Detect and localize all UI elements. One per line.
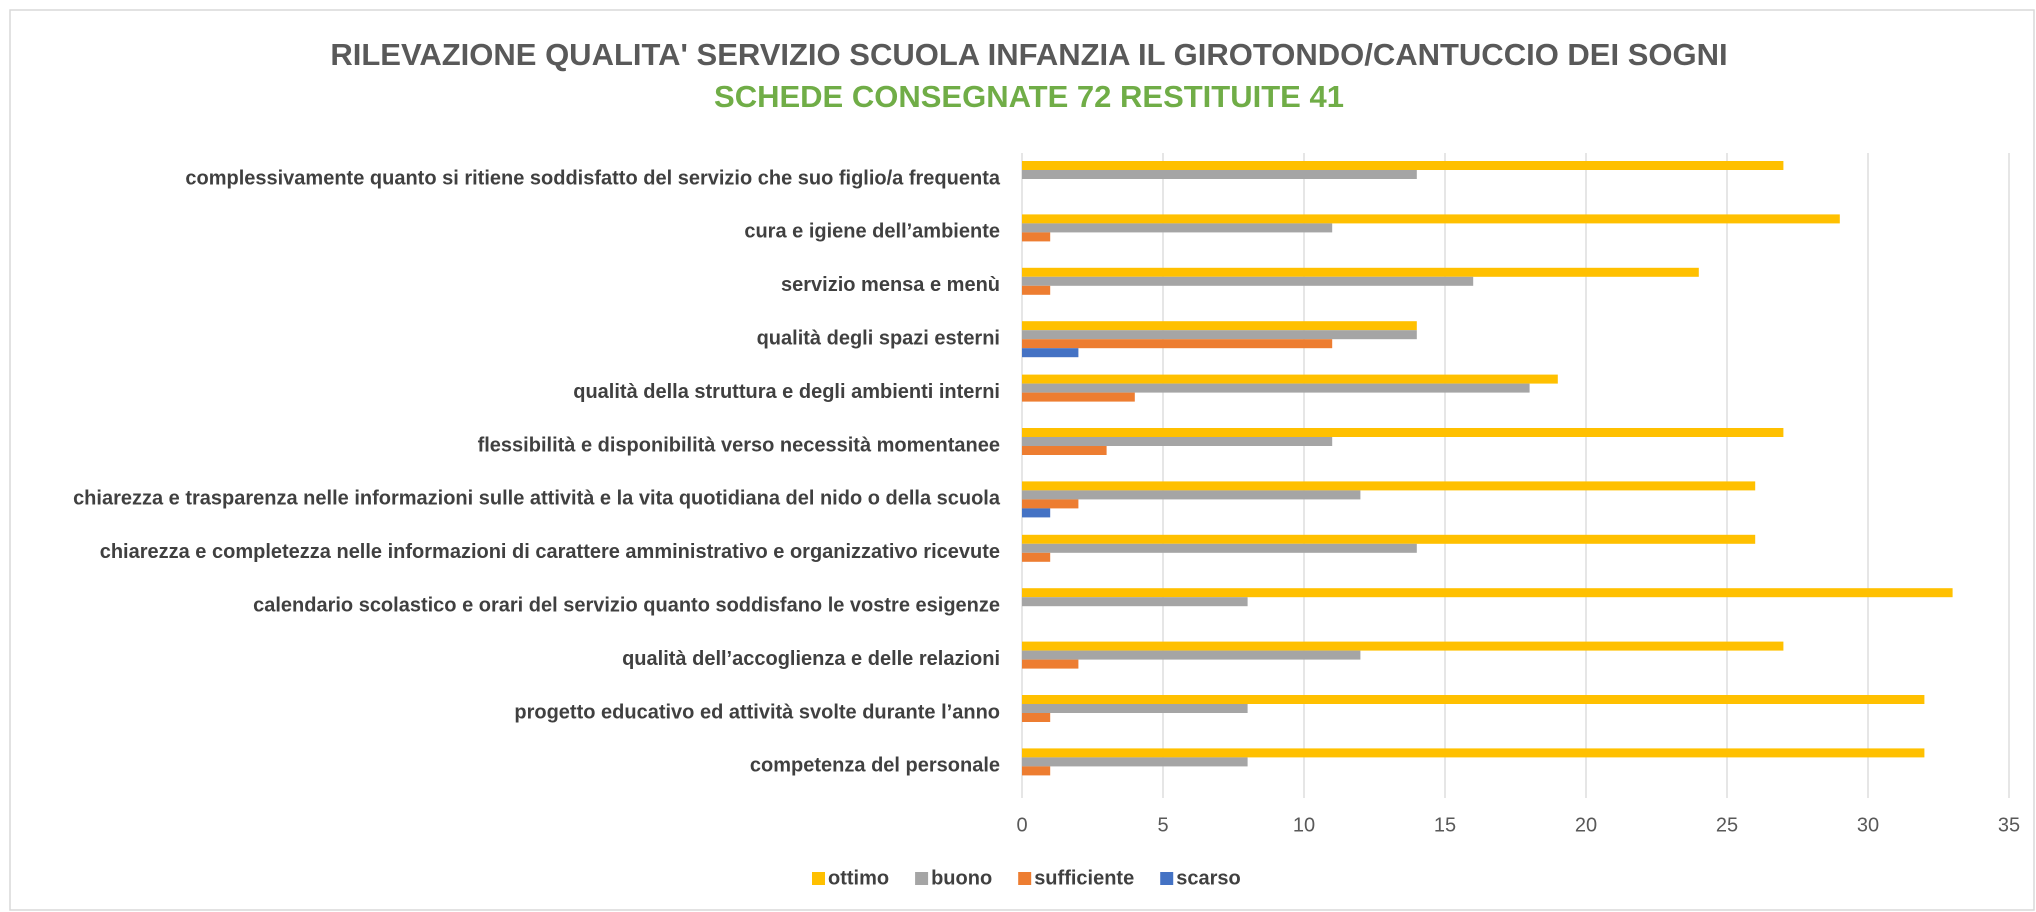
bar xyxy=(1022,161,1784,170)
bar xyxy=(1022,232,1051,242)
bar xyxy=(1022,543,1417,553)
chart-subtitle: SCHEDE CONSEGNATE 72 RESTITUITE 41 xyxy=(714,79,1344,114)
bar xyxy=(1022,481,1756,491)
category-label: qualità dell’accoglienza e delle relazio… xyxy=(622,648,1000,670)
bar xyxy=(1022,748,1925,758)
bar xyxy=(1022,597,1248,607)
category-label: chiarezza e trasparenza nelle informazio… xyxy=(73,488,1001,510)
x-tick-label: 30 xyxy=(1857,814,1879,836)
bar xyxy=(1022,641,1784,651)
bar xyxy=(1022,588,1953,598)
category-label: flessibilità e disponibilità verso neces… xyxy=(478,434,1000,456)
category-label: chiarezza e completezza nelle informazio… xyxy=(100,541,1000,563)
bar xyxy=(1022,285,1051,295)
category-label: complessivamente quanto si ritiene soddi… xyxy=(185,167,1001,189)
bar xyxy=(1022,650,1361,660)
category-label: calendario scolastico e orari del serviz… xyxy=(253,594,1000,616)
bar xyxy=(1022,214,1840,224)
bar xyxy=(1022,348,1079,358)
bar xyxy=(1022,374,1558,384)
category-label: qualità della struttura e degli ambienti… xyxy=(573,381,1000,403)
category-label: qualità degli spazi esterni xyxy=(757,327,1000,349)
bar xyxy=(1022,713,1051,722)
bar xyxy=(1022,321,1417,331)
legend-label: ottimo xyxy=(828,867,889,889)
x-tick-label: 5 xyxy=(1157,814,1168,836)
x-tick-label: 10 xyxy=(1293,814,1315,836)
bar xyxy=(1022,276,1474,286)
bar xyxy=(1022,446,1107,455)
category-label: cura e igiene dell’ambiente xyxy=(744,221,1000,243)
x-tick-label: 25 xyxy=(1716,814,1738,836)
bar xyxy=(1022,223,1333,233)
bar xyxy=(1022,534,1756,544)
bar xyxy=(1022,428,1784,437)
bar xyxy=(1022,330,1417,340)
bar xyxy=(1022,490,1361,500)
legend-swatch xyxy=(812,872,825,885)
bar xyxy=(1022,437,1333,446)
bar xyxy=(1022,757,1248,767)
legend-label: sufficiente xyxy=(1034,867,1134,889)
bar xyxy=(1022,170,1417,179)
bar xyxy=(1022,383,1530,393)
bar xyxy=(1022,508,1051,518)
chart-title: RILEVAZIONE QUALITA' SERVIZIO SCUOLA INF… xyxy=(330,37,1727,72)
x-tick-label: 20 xyxy=(1575,814,1597,836)
x-tick-label: 35 xyxy=(1998,814,2020,836)
bar xyxy=(1022,339,1333,349)
bar xyxy=(1022,552,1051,562)
bar xyxy=(1022,704,1248,713)
legend-swatch xyxy=(1018,872,1032,885)
bar xyxy=(1022,695,1925,704)
category-label: progetto educativo ed attività svolte du… xyxy=(514,701,1000,723)
legend-swatch xyxy=(915,872,929,885)
category-label: competenza del personale xyxy=(750,755,1000,777)
category-label: servizio mensa e menù xyxy=(781,274,1000,296)
x-tick-label: 0 xyxy=(1016,814,1027,836)
bar xyxy=(1022,499,1079,509)
x-tick-label: 15 xyxy=(1434,814,1456,836)
legend-swatch xyxy=(1160,872,1174,885)
legend-label: buono xyxy=(931,867,992,889)
bar xyxy=(1022,659,1079,669)
legend-label: scarso xyxy=(1176,867,1241,889)
bar xyxy=(1022,766,1051,776)
bar xyxy=(1022,267,1699,277)
bar xyxy=(1022,392,1135,402)
